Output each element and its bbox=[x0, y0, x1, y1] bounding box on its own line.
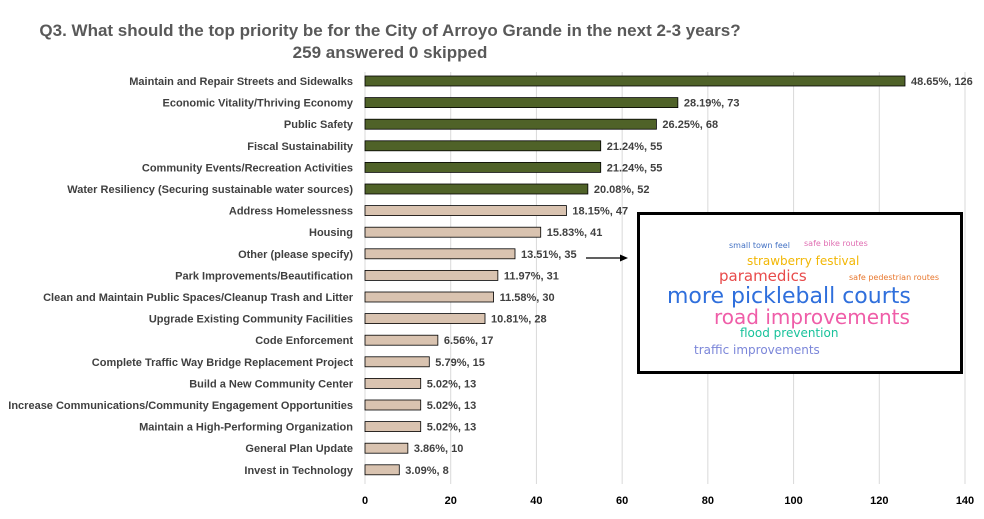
bar bbox=[364, 291, 494, 303]
category-label: Address Homelessness bbox=[229, 206, 353, 218]
x-tick-label: 20 bbox=[445, 495, 457, 507]
data-label: 15.83%, 41 bbox=[547, 227, 603, 239]
data-label: 48.65%, 126 bbox=[911, 76, 973, 88]
category-label: Maintain and Repair Streets and Sidewalk… bbox=[129, 76, 353, 88]
category-label: Maintain a High-Performing Organization bbox=[139, 422, 353, 434]
word-cloud-word: safe pedestrian routes bbox=[849, 273, 939, 282]
x-tick-label: 140 bbox=[956, 495, 974, 507]
value-labels: 48.65%, 126 28.19%, 73 26.25%, 68 21.24%, 5… bbox=[405, 76, 972, 477]
category-label: Public Safety bbox=[284, 119, 354, 131]
bar bbox=[364, 464, 400, 476]
x-tick-label: 0 bbox=[362, 495, 368, 507]
bar bbox=[364, 399, 422, 411]
data-label: 21.24%, 55 bbox=[607, 141, 663, 153]
category-labels: Maintain and Repair Streets and Sidewalk… bbox=[8, 76, 354, 477]
chart-subtitle: 259 answered 0 skipped bbox=[292, 43, 488, 62]
category-label: Fiscal Sustainability bbox=[247, 141, 354, 153]
data-label: 11.58%, 30 bbox=[500, 292, 555, 304]
word-cloud-word: traffic improvements bbox=[694, 343, 820, 357]
bar bbox=[364, 313, 486, 325]
category-label: Park Improvements/Beautification bbox=[175, 270, 353, 282]
x-tick-label: 60 bbox=[616, 495, 628, 507]
x-tick-label: 80 bbox=[702, 495, 714, 507]
data-label: 3.86%, 10 bbox=[414, 443, 464, 455]
word-cloud-word: safe bike routes bbox=[804, 239, 868, 248]
data-label: 5.02%, 13 bbox=[427, 378, 477, 390]
word-cloud-word: more pickleball courts bbox=[667, 284, 911, 309]
data-label: 5.79%, 15 bbox=[435, 357, 485, 369]
category-label: Other (please specify) bbox=[238, 249, 353, 261]
bar bbox=[364, 161, 602, 173]
category-label: Clean and Maintain Public Spaces/Cleanup… bbox=[43, 292, 354, 304]
data-label: 11.97%, 31 bbox=[504, 270, 559, 282]
bar bbox=[364, 183, 589, 195]
data-label: 3.09%, 8 bbox=[405, 465, 448, 477]
bar bbox=[364, 442, 409, 454]
bar bbox=[364, 205, 567, 217]
data-label: 20.08%, 52 bbox=[594, 184, 650, 196]
x-tick-label: 100 bbox=[784, 495, 802, 507]
data-label: 10.81%, 28 bbox=[491, 314, 547, 326]
category-label: Increase Communications/Community Engage… bbox=[8, 400, 353, 412]
bar bbox=[364, 226, 542, 238]
data-label: 28.19%, 73 bbox=[684, 98, 740, 110]
category-label: Build a New Community Center bbox=[189, 378, 354, 390]
x-tick-label: 120 bbox=[870, 495, 888, 507]
word-cloud-word: flood prevention bbox=[740, 326, 839, 340]
chart-title-line1: Q3. What should the top priority be for … bbox=[39, 21, 741, 40]
data-label: 26.25%, 68 bbox=[662, 119, 718, 131]
word-cloud-word: road improvements bbox=[714, 305, 910, 329]
category-label: General Plan Update bbox=[245, 443, 353, 455]
data-label: 5.02%, 13 bbox=[427, 400, 477, 412]
bar bbox=[364, 75, 906, 87]
category-label: Invest in Technology bbox=[244, 465, 353, 477]
category-label: Housing bbox=[309, 227, 353, 239]
category-label: Water Resiliency (Securing sustainable w… bbox=[67, 184, 353, 196]
category-label: Community Events/Recreation Activities bbox=[142, 162, 353, 174]
data-label: 21.24%, 55 bbox=[607, 162, 663, 174]
x-axis-ticks: 0 20 40 60 80 100 120 140 bbox=[362, 495, 974, 507]
x-tick-label: 40 bbox=[530, 495, 542, 507]
bar bbox=[364, 421, 422, 433]
chart-title: Q3. What should the top priority be for … bbox=[0, 20, 780, 64]
data-label: 5.02%, 13 bbox=[427, 422, 477, 434]
bar bbox=[364, 269, 499, 281]
other-arrow bbox=[586, 254, 628, 262]
bars bbox=[364, 75, 906, 476]
bar bbox=[364, 356, 430, 368]
word-cloud-word: strawberry festival bbox=[747, 254, 860, 268]
data-label: 6.56%, 17 bbox=[444, 335, 494, 347]
category-label: Code Enforcement bbox=[255, 335, 353, 347]
word-cloud-word: small town feel bbox=[729, 241, 790, 250]
data-label: 18.15%, 47 bbox=[572, 206, 628, 218]
word-cloud: small town feel safe bike routes strawbe… bbox=[637, 212, 963, 374]
category-label: Economic Vitality/Thriving Economy bbox=[162, 98, 353, 110]
data-label: 13.51%, 35 bbox=[521, 249, 577, 261]
category-label: Complete Traffic Way Bridge Replacement … bbox=[92, 357, 354, 369]
category-label: Upgrade Existing Community Facilities bbox=[149, 314, 353, 326]
bar bbox=[364, 140, 602, 152]
bar bbox=[364, 377, 422, 389]
bar bbox=[364, 334, 439, 346]
word-cloud-word: paramedics bbox=[719, 267, 807, 285]
bar bbox=[364, 248, 516, 260]
bar bbox=[364, 118, 657, 130]
bar bbox=[364, 97, 679, 108]
